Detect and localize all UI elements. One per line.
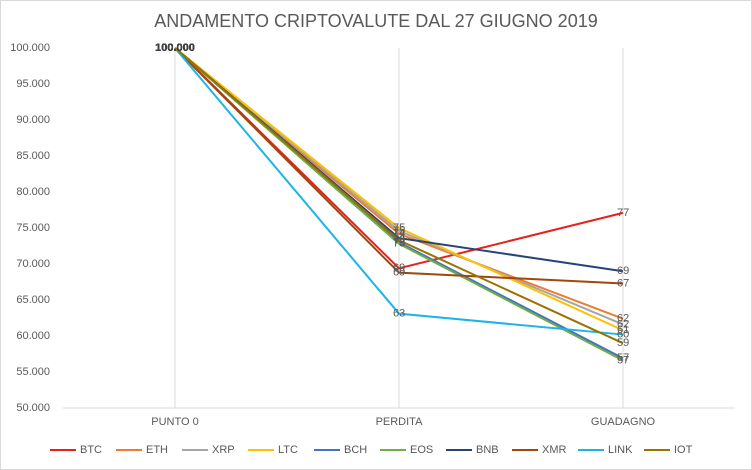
data-label: 67 xyxy=(617,277,629,289)
legend-label: XMR xyxy=(542,444,567,456)
legend-label: BNB xyxy=(476,444,499,456)
data-label: 74 xyxy=(393,228,405,240)
legend-label: XRP xyxy=(212,444,235,456)
legend-label: BTC xyxy=(80,444,102,456)
legend-label: BCH xyxy=(344,444,367,456)
y-tick-label: 95.000 xyxy=(16,78,50,90)
y-tick-label: 85.000 xyxy=(16,150,50,162)
y-tick-label: 100.000 xyxy=(10,42,50,54)
data-label: 75 xyxy=(393,225,405,237)
legend-label: IOT xyxy=(674,444,693,456)
legend-label: EOS xyxy=(410,444,433,456)
chart-title: ANDAMENTO CRIPTOVALUTE DAL 27 GIUGNO 201… xyxy=(154,11,597,31)
data-label: 100.000 xyxy=(155,42,195,54)
series-line xyxy=(174,47,624,336)
data-label: 100.000 xyxy=(155,42,195,54)
y-tick-label: 70.000 xyxy=(16,258,50,270)
series-line xyxy=(174,47,624,332)
data-label: 62 xyxy=(617,313,629,325)
data-label: 74 xyxy=(393,232,405,244)
legend-label: LTC xyxy=(278,444,298,456)
data-label: 63 xyxy=(393,308,405,320)
data-label: 73 xyxy=(393,236,405,248)
data-label: 69 xyxy=(617,265,629,277)
data-label: 57 xyxy=(617,352,629,364)
legend-label: LINK xyxy=(608,444,633,456)
x-tick-label: PUNTO 0 xyxy=(151,416,198,428)
series-line xyxy=(174,47,624,345)
data-label: 61 xyxy=(617,324,629,336)
data-label: 57 xyxy=(617,354,629,366)
data-label: 100.000 xyxy=(155,42,195,54)
data-label: 60 xyxy=(617,328,629,340)
data-label: 100.000 xyxy=(155,42,195,54)
y-tick-label: 55.000 xyxy=(16,366,50,378)
data-label: 77 xyxy=(617,207,629,219)
y-tick-label: 60.000 xyxy=(16,330,50,342)
y-tick-label: 80.000 xyxy=(16,186,50,198)
data-label: 100.000 xyxy=(155,42,195,54)
y-tick-label: 65.000 xyxy=(16,294,50,306)
data-label: 69 xyxy=(393,262,405,274)
data-label: 75 xyxy=(393,222,405,234)
data-label: 100.000 xyxy=(155,42,195,54)
data-label: 73 xyxy=(393,234,405,246)
y-tick-label: 90.000 xyxy=(16,114,50,126)
y-tick-label: 50.000 xyxy=(16,402,50,414)
y-tick-label: 75.000 xyxy=(16,222,50,234)
series-line xyxy=(174,47,624,270)
legend-label: ETH xyxy=(146,444,168,456)
x-tick-label: GUADAGNO xyxy=(591,416,656,428)
data-label: 62 xyxy=(617,318,629,330)
data-label: 73 xyxy=(393,238,405,250)
data-label: 100.000 xyxy=(155,42,195,54)
series-line xyxy=(174,47,624,285)
data-label: 100.000 xyxy=(155,42,195,54)
data-label: 59 xyxy=(617,337,629,349)
data-label: 100.000 xyxy=(155,42,195,54)
data-label: 100.000 xyxy=(155,42,195,54)
data-label: 69 xyxy=(393,267,405,279)
x-tick-label: PERDITA xyxy=(376,416,424,428)
